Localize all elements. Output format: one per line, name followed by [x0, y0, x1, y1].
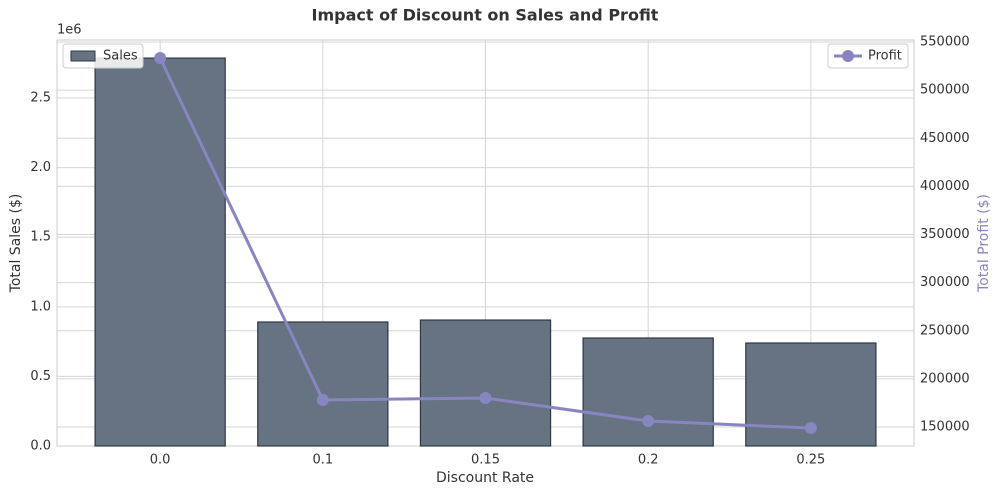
y-tick-label: 1.5 [30, 230, 51, 245]
y2-axis-label: Total Profit ($) [976, 194, 992, 293]
legend: Sales [62, 43, 144, 69]
y-tick-label: 0.5 [30, 369, 51, 384]
y2-tick-label: 400000 [920, 179, 970, 194]
x-tick-label: 0.25 [796, 453, 825, 468]
point [479, 392, 492, 405]
point [154, 51, 167, 64]
bar [582, 337, 714, 447]
y-tick-label: 2.5 [30, 91, 51, 106]
point [316, 394, 329, 407]
legend-swatch [70, 50, 96, 62]
bar [419, 319, 552, 447]
y2-tick-label: 200000 [920, 371, 970, 386]
legend-label: Profit [868, 49, 902, 64]
y2-tick-label: 450000 [920, 131, 970, 146]
legend: Profit [827, 43, 909, 69]
y-tick-label: 0.0 [30, 439, 51, 454]
y-tick-label: 1.0 [30, 299, 51, 314]
x-tick-label: 0.0 [150, 453, 171, 468]
legend-label: Sales [103, 49, 138, 64]
y-axis-label: Total Sales ($) [8, 194, 24, 294]
y-tick-label: 2.0 [30, 160, 51, 175]
x-axis-label: Discount Rate [436, 470, 534, 486]
y2-tick-label: 550000 [920, 35, 970, 50]
x-tick-label: 0.15 [471, 453, 500, 468]
point [804, 422, 817, 435]
legend-box [62, 43, 144, 69]
y-offset-label: 1e6 [57, 23, 82, 38]
legend-swatch [842, 50, 854, 62]
x-tick-label: 0.1 [312, 453, 333, 468]
x-tick-label: 0.2 [638, 453, 659, 468]
point [642, 415, 655, 428]
chart-title: Impact of Discount on Sales and Profit [312, 6, 659, 25]
y2-tick-label: 150000 [920, 420, 970, 435]
y2-tick-label: 350000 [920, 227, 970, 242]
y2-tick-label: 300000 [920, 275, 970, 290]
y2-tick-label: 250000 [920, 323, 970, 338]
y2-tick-label: 500000 [920, 83, 970, 98]
bar [257, 321, 389, 447]
bar [94, 57, 226, 447]
